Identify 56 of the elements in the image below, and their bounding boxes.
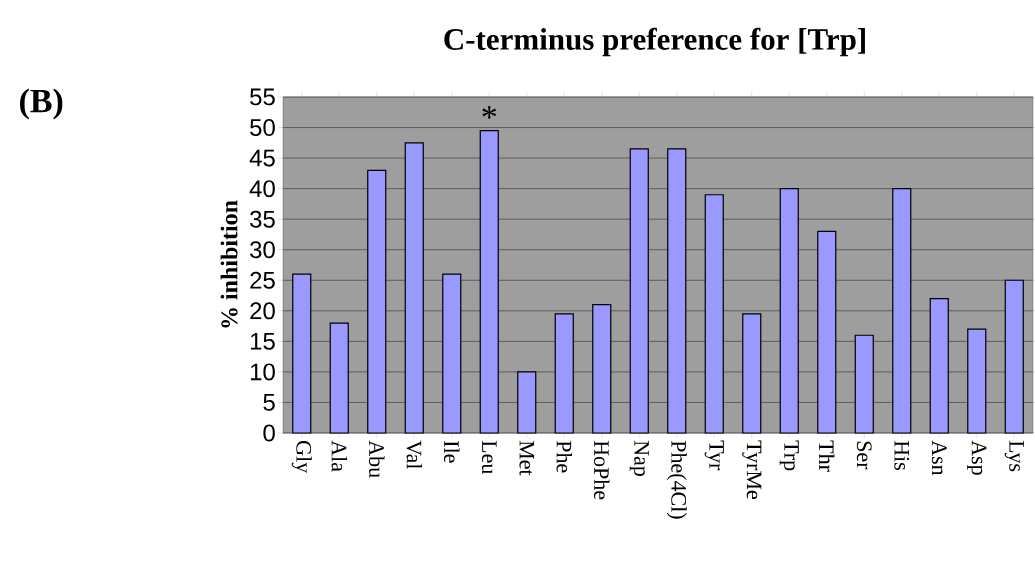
y-axis-title: % inhibition (220, 200, 238, 328)
x-tick-label: Ile (444, 441, 460, 463)
annotation: * (482, 106, 497, 119)
bar (404, 142, 424, 434)
x-tick-label: HoPhe (594, 440, 610, 500)
bar (854, 334, 874, 434)
bar (667, 148, 687, 434)
y-tick-label: 55 (250, 88, 275, 106)
bar (704, 194, 724, 434)
bar (367, 169, 387, 434)
chart-title: C-terminus preference for [Trp] (444, 27, 865, 57)
y-tick-label: 40 (249, 180, 275, 198)
y-tick-label: 30 (250, 241, 275, 259)
x-tick-label: Abu (369, 440, 385, 478)
bar (479, 130, 499, 434)
x-tick-label: Phe(4Cl) (666, 440, 687, 519)
y-tick-label: 50 (250, 119, 275, 137)
bar (554, 313, 574, 434)
bar (817, 230, 837, 434)
y-tick-label: 20 (250, 302, 275, 320)
y-tick-label: 0 (263, 424, 275, 442)
y-tick-label: 25 (250, 271, 275, 289)
x-tick-label: Ser (856, 441, 872, 470)
bar (517, 371, 537, 434)
bar (929, 298, 949, 434)
y-tick-label: 10 (250, 363, 275, 381)
bar (592, 304, 612, 434)
bar (892, 188, 912, 434)
x-tick-label: Met (519, 440, 535, 476)
bar (442, 273, 462, 434)
x-tick-label: Trp (779, 440, 799, 471)
x-tick-label: Nap (629, 440, 649, 476)
x-tick-label: Lys (1004, 440, 1024, 472)
y-tick-label: 5 (263, 394, 275, 411)
bar (779, 188, 799, 434)
x-tick-label: Asn (931, 440, 947, 476)
x-tick-label: Leu (481, 440, 497, 475)
x-tick-label: Val (406, 440, 423, 470)
bar (967, 328, 987, 434)
x-tick-label: Ala (331, 440, 347, 472)
text: (B) (20, 88, 63, 120)
y-tick-label: 45 (249, 149, 275, 167)
bar (629, 148, 649, 434)
y-tick-label: 15 (250, 332, 275, 350)
y-tick-label: 35 (250, 210, 275, 228)
x-tick-label: TyrMe (742, 440, 762, 500)
bar (1004, 279, 1024, 434)
x-tick-label: Tyr (704, 440, 724, 471)
x-tick-label: Phe (556, 440, 572, 473)
x-tick-label: Thr (819, 440, 835, 472)
x-tick-label: Asp (967, 440, 987, 475)
x-tick-label: Gly (291, 441, 312, 474)
x-tick-label: His (894, 440, 910, 470)
bar (292, 273, 312, 434)
bar (742, 313, 762, 434)
bar (329, 322, 349, 434)
